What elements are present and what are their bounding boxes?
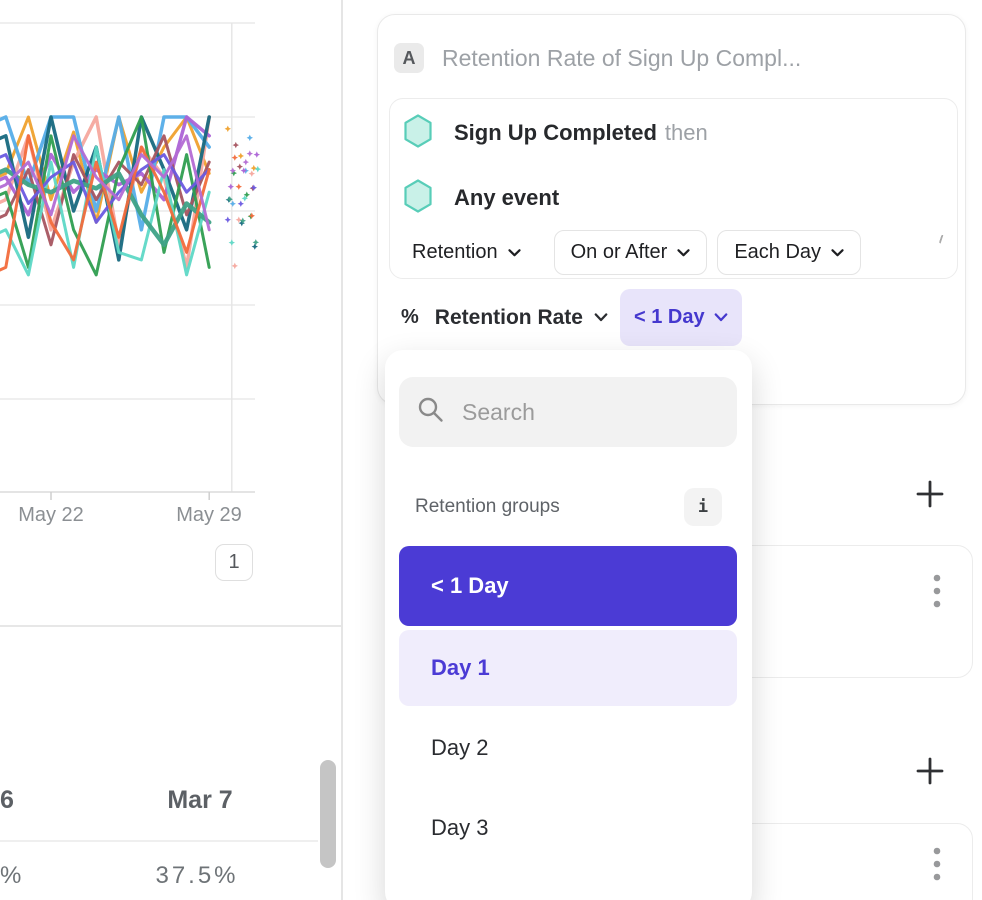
percent-icon: % — [401, 306, 419, 328]
vertical-scrollbar-thumb[interactable] — [320, 760, 336, 868]
clipped-control-fragment — [938, 234, 947, 245]
info-icon[interactable]: i — [684, 488, 722, 526]
table-value-cell: 37.5% — [155, 862, 239, 889]
timing-dropdown[interactable]: On or After — [553, 230, 708, 275]
chevron-down-icon — [714, 313, 728, 322]
kebab-menu-icon — [932, 847, 942, 884]
retention-chart — [0, 22, 261, 500]
search-box — [399, 377, 758, 447]
chevron-down-icon — [677, 248, 690, 257]
event-row-first[interactable]: Sign Up Completed then — [403, 113, 708, 153]
event-definition-card: Sign Up Completed then Any event Retentio… — [389, 98, 958, 279]
add-item-button[interactable] — [916, 480, 944, 508]
interval-dropdown[interactable]: Each Day — [717, 230, 862, 275]
table-divider — [0, 840, 318, 842]
event-suffix: then — [664, 120, 708, 145]
option-day-3[interactable]: Day 3 — [399, 790, 737, 866]
search-icon — [417, 396, 444, 428]
option-day-2[interactable]: Day 2 — [399, 710, 737, 786]
event-row-return[interactable]: Any event — [403, 178, 560, 218]
event-hexagon-icon — [403, 178, 433, 218]
dropdown-options-list: < 1 Day Day 1 Day 2 Day 3 — [399, 546, 737, 866]
retention-mode-dropdown[interactable]: Retention — [400, 230, 533, 275]
event-name: Sign Up Completed — [454, 120, 657, 145]
metric-title[interactable]: Retention Rate of Sign Up Compl... — [442, 45, 802, 71]
measurement-dropdown[interactable]: Retention Rate — [435, 306, 608, 330]
more-options-button[interactable] — [930, 847, 944, 881]
table-header-cell: Mar 7 — [167, 786, 233, 814]
event-name: Any event — [454, 185, 560, 210]
chart-panel: May 22 May 29 1 6 Mar 7 % 37.5% — [0, 0, 342, 900]
chevron-down-icon — [508, 248, 521, 257]
retention-group-dropdown[interactable]: < 1 Day — [619, 289, 742, 346]
dropdown-group-header: Retention groups i — [415, 487, 722, 527]
table-header-cell-truncated: 6 — [0, 786, 14, 814]
pagination-page-button[interactable]: 1 — [215, 544, 253, 581]
more-options-button[interactable] — [930, 574, 944, 608]
kebab-menu-icon — [932, 574, 942, 611]
metric-letter-badge: A — [394, 43, 424, 73]
query-definition-card: A Retention Rate of Sign Up Compl... Sig… — [377, 14, 966, 405]
chevron-down-icon — [594, 313, 608, 322]
chevron-down-icon — [831, 248, 844, 257]
x-axis-tick-label: May 22 — [18, 504, 84, 526]
event-hexagon-icon — [403, 113, 433, 153]
x-axis-tick-label: May 29 — [176, 504, 242, 526]
metric-row: % Retention Rate < 1 Day — [401, 289, 742, 346]
option-lt-1-day[interactable]: < 1 Day — [399, 546, 737, 626]
panel-divider — [341, 0, 343, 900]
add-item-button[interactable] — [916, 757, 944, 785]
group-label: Retention groups — [415, 496, 560, 517]
section-divider — [0, 625, 342, 627]
option-day-1[interactable]: Day 1 — [399, 630, 737, 706]
search-input[interactable] — [462, 398, 758, 426]
table-value-cell-truncated: % — [0, 862, 25, 889]
plus-icon — [916, 480, 944, 511]
retention-group-dropdown-menu: Retention groups i < 1 Day Day 1 Day 2 D… — [385, 350, 758, 900]
plus-icon — [916, 757, 944, 788]
query-controls-row: Retention On or After Each Day — [400, 230, 862, 275]
